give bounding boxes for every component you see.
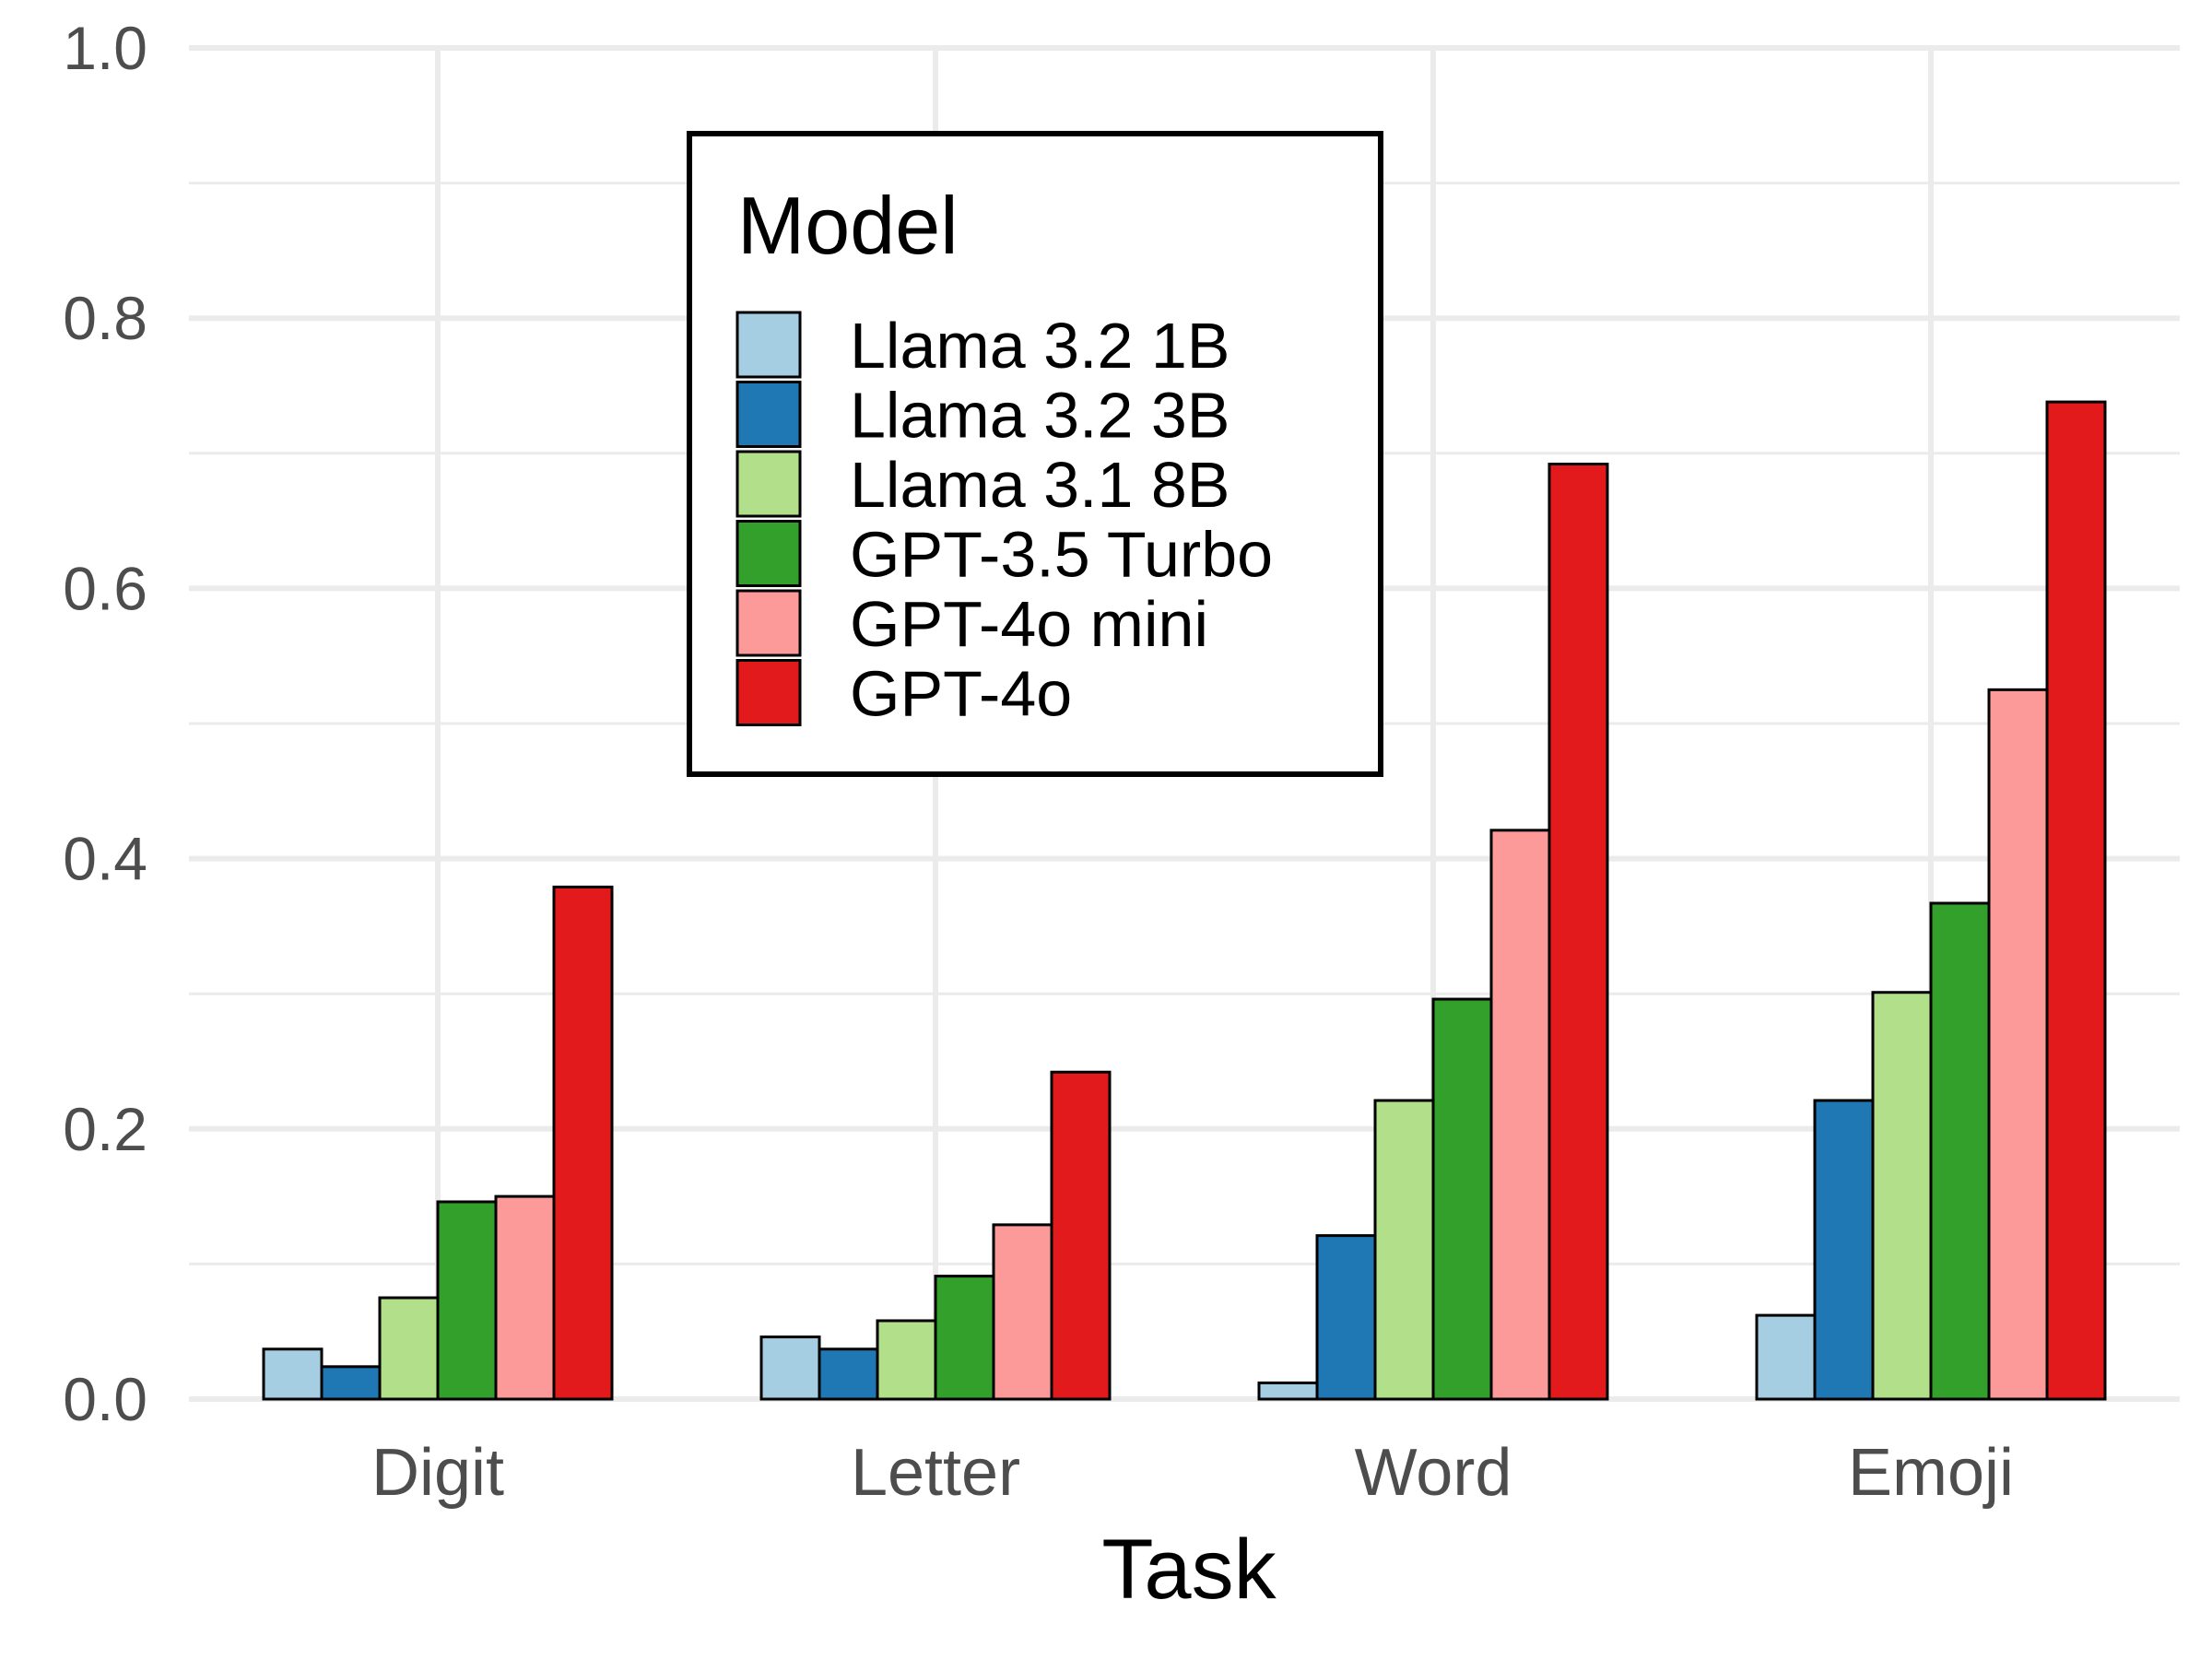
legend-key <box>735 381 802 448</box>
bar <box>436 1200 498 1401</box>
bar <box>1315 1234 1377 1401</box>
y-tick-label: 0.6 <box>63 554 147 622</box>
bar <box>1547 463 1609 1401</box>
bar <box>1050 1070 1112 1401</box>
x-axis-title: Task <box>1101 1523 1277 1617</box>
bar <box>1987 688 2049 1401</box>
legend-label: GPT-4o <box>850 658 1072 730</box>
legend-box <box>687 131 1383 777</box>
y-axis-ticks: 0.0 0.2 0.4 0.6 0.8 1.0 <box>63 14 147 1433</box>
legend-key <box>735 589 802 657</box>
x-tick-label: Letter <box>851 1436 1020 1510</box>
y-tick-label: 0.4 <box>63 825 147 893</box>
legend-key <box>735 659 802 726</box>
bar <box>1431 997 1493 1401</box>
bar <box>818 1347 879 1401</box>
legend-label: Llama 3.2 1B <box>850 310 1230 382</box>
bar <box>1373 1099 1435 1401</box>
y-tick-label: 1.0 <box>63 14 147 82</box>
bar <box>2045 400 2107 1401</box>
bar <box>992 1223 1053 1401</box>
bar <box>1755 1313 1817 1401</box>
bar <box>494 1194 556 1401</box>
legend-label: GPT-4o mini <box>850 588 1208 660</box>
bar <box>1871 991 1933 1401</box>
legend-label: Llama 3.2 3B <box>850 380 1230 452</box>
bar <box>876 1319 937 1401</box>
bar <box>1489 829 1551 1401</box>
bar <box>378 1296 440 1401</box>
bar <box>1813 1099 1875 1401</box>
bar <box>552 885 614 1401</box>
legend-label: GPT-3.5 Turbo <box>850 519 1273 591</box>
x-tick-label: Emoji <box>1848 1436 2014 1510</box>
legend-key <box>735 311 802 379</box>
legend-key <box>735 450 802 518</box>
legend-label: Llama 3.1 8B <box>850 449 1230 521</box>
y-tick-label: 0.0 <box>63 1365 147 1433</box>
bar <box>934 1275 995 1401</box>
bar-layer <box>262 400 2107 1401</box>
bar <box>262 1347 324 1401</box>
y-tick-label: 0.2 <box>63 1095 147 1163</box>
x-tick-label: Word <box>1355 1436 1512 1510</box>
x-axis-ticks: Digit Letter Word Emoji <box>371 1436 2014 1510</box>
bar <box>1257 1381 1319 1401</box>
bar <box>320 1365 382 1401</box>
bar <box>1929 901 1991 1401</box>
legend-key <box>735 520 802 587</box>
legend-title: Model <box>737 180 959 271</box>
bar <box>759 1335 821 1401</box>
x-tick-label: Digit <box>371 1436 504 1510</box>
y-tick-label: 0.8 <box>63 284 147 352</box>
